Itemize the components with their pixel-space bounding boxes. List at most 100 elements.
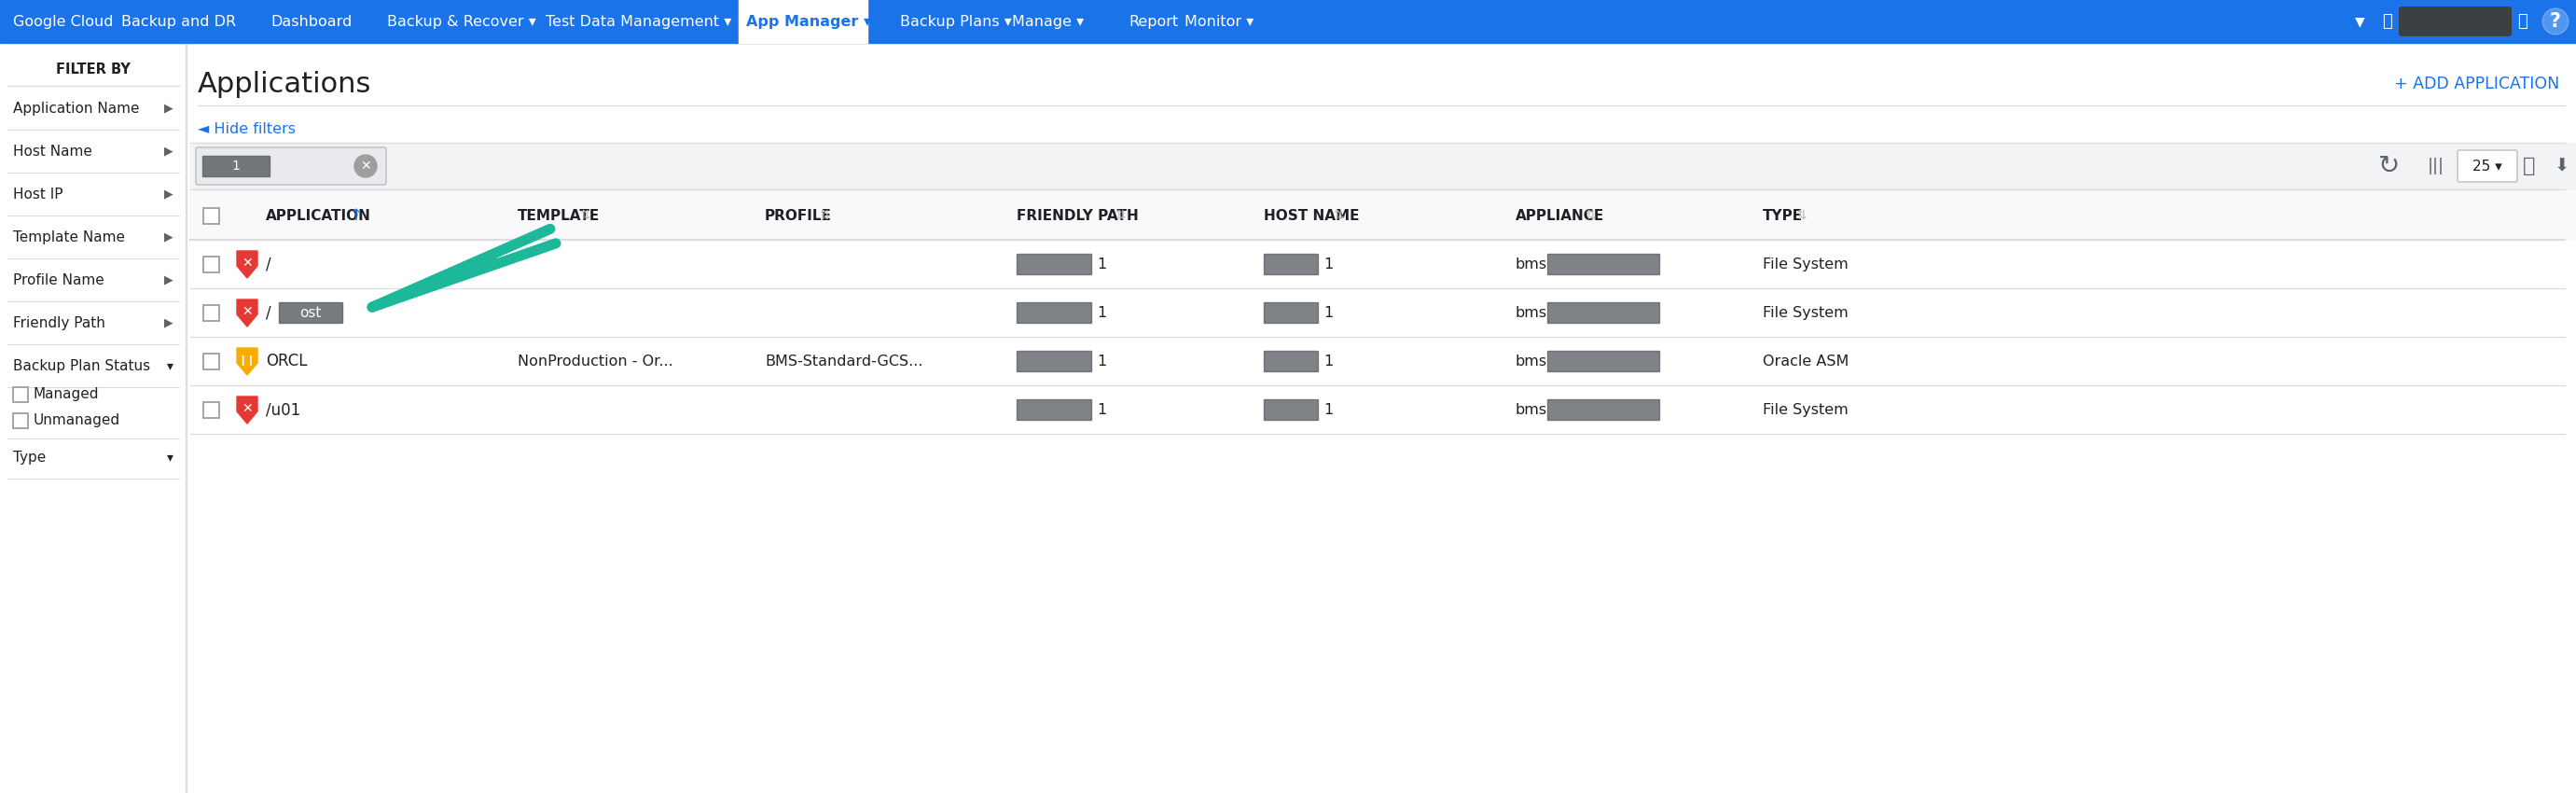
Bar <box>1018 302 1092 323</box>
Circle shape <box>355 155 376 178</box>
Text: Type: Type <box>13 450 46 464</box>
Text: 1: 1 <box>1324 305 1332 320</box>
Text: |||: ||| <box>2427 158 2445 174</box>
Text: ↑: ↑ <box>350 207 363 224</box>
FancyBboxPatch shape <box>196 147 386 185</box>
Text: ?: ? <box>2550 12 2561 31</box>
Text: 1: 1 <box>1324 257 1332 271</box>
Text: ⇅: ⇅ <box>1584 209 1595 222</box>
Text: File System: File System <box>1762 257 1850 271</box>
Text: NonProduction - Or...: NonProduction - Or... <box>518 354 672 368</box>
Text: 1: 1 <box>1097 354 1105 368</box>
Text: Report: Report <box>1128 14 1177 29</box>
Text: TYPE: TYPE <box>1762 209 1803 223</box>
Text: File System: File System <box>1762 403 1850 416</box>
Text: File System: File System <box>1762 305 1850 320</box>
Bar <box>1548 400 1659 419</box>
FancyBboxPatch shape <box>204 257 219 273</box>
Text: ⛶: ⛶ <box>2522 157 2535 175</box>
Text: 1: 1 <box>1097 403 1105 416</box>
Bar <box>1548 302 1659 323</box>
Text: Host IP: Host IP <box>13 187 62 201</box>
Text: Unmanaged: Unmanaged <box>33 413 121 427</box>
Text: ▶: ▶ <box>165 231 173 243</box>
Text: 1: 1 <box>1097 305 1105 320</box>
Text: 🔔: 🔔 <box>2517 13 2527 30</box>
FancyBboxPatch shape <box>13 387 28 402</box>
Bar <box>0 0 2576 43</box>
Text: ORCL: ORCL <box>265 353 307 370</box>
Bar <box>191 191 2576 239</box>
Text: Google Cloud: Google Cloud <box>13 14 113 29</box>
Bar <box>191 337 2576 385</box>
Text: Host Name: Host Name <box>13 144 93 158</box>
Text: bms: bms <box>1515 354 1548 368</box>
Polygon shape <box>237 348 258 375</box>
Text: ⇅: ⇅ <box>1115 209 1126 222</box>
Text: ▼: ▼ <box>2354 15 2365 28</box>
Text: Friendly Path: Friendly Path <box>13 316 106 330</box>
Text: Oracle ASM: Oracle ASM <box>1762 354 1850 368</box>
Bar <box>191 289 2576 337</box>
Bar <box>278 302 343 323</box>
Bar <box>739 0 868 43</box>
FancyBboxPatch shape <box>204 402 219 418</box>
Bar <box>204 155 270 176</box>
Bar <box>191 385 2576 434</box>
Text: 1: 1 <box>1097 257 1105 271</box>
Bar <box>191 239 2576 289</box>
Text: ⇅: ⇅ <box>819 209 829 222</box>
Text: ⇅: ⇅ <box>1795 209 1806 222</box>
Bar <box>1548 351 1659 371</box>
Bar <box>1265 400 1319 419</box>
Circle shape <box>2543 9 2568 35</box>
Text: ◄ Hide filters: ◄ Hide filters <box>198 122 296 136</box>
Text: ⬇: ⬇ <box>2555 157 2571 175</box>
Text: 1: 1 <box>232 159 240 173</box>
Text: ▶: ▶ <box>165 316 173 329</box>
Text: /: / <box>265 255 270 273</box>
Text: HOST NAME: HOST NAME <box>1265 209 1360 223</box>
Bar <box>1265 302 1319 323</box>
Text: ⇅: ⇅ <box>580 209 590 222</box>
FancyBboxPatch shape <box>204 305 219 321</box>
Text: Dashboard: Dashboard <box>270 14 353 29</box>
Text: ▶: ▶ <box>165 145 173 157</box>
Text: /u01: /u01 <box>265 401 301 418</box>
FancyBboxPatch shape <box>2458 150 2517 182</box>
Text: + ADD APPLICATION: + ADD APPLICATION <box>2393 75 2558 92</box>
FancyBboxPatch shape <box>13 413 28 428</box>
Text: 25 ▾: 25 ▾ <box>2473 159 2501 173</box>
Text: ▶: ▶ <box>165 102 173 114</box>
Text: ████████: ████████ <box>2419 15 2491 28</box>
Text: TEMPLATE: TEMPLATE <box>518 209 600 223</box>
Text: FRIENDLY PATH: FRIENDLY PATH <box>1018 209 1139 223</box>
FancyBboxPatch shape <box>204 208 219 224</box>
Text: Backup & Recover ▾: Backup & Recover ▾ <box>386 14 536 29</box>
FancyBboxPatch shape <box>2398 6 2512 36</box>
Text: Manage ▾: Manage ▾ <box>1012 14 1084 29</box>
Text: ✕: ✕ <box>242 257 252 270</box>
Text: Profile Name: Profile Name <box>13 273 103 287</box>
Text: ⇅: ⇅ <box>1332 209 1345 222</box>
Text: Test Data Management ▾: Test Data Management ▾ <box>546 14 732 29</box>
Text: ❙❙: ❙❙ <box>240 355 255 366</box>
Text: Backup and DR: Backup and DR <box>121 14 237 29</box>
Bar <box>1018 254 1092 274</box>
Text: PROFILE: PROFILE <box>765 209 832 223</box>
Text: ▾: ▾ <box>167 450 173 464</box>
Text: Backup Plans ▾: Backup Plans ▾ <box>899 14 1012 29</box>
Text: ▶: ▶ <box>165 274 173 286</box>
Text: ↻: ↻ <box>2378 153 2401 179</box>
Text: Applications: Applications <box>198 71 371 98</box>
Text: APPLIANCE: APPLIANCE <box>1515 209 1605 223</box>
Text: Template Name: Template Name <box>13 230 126 244</box>
Text: ▾: ▾ <box>167 359 173 372</box>
Text: App Manager ▾: App Manager ▾ <box>747 14 871 29</box>
Text: bms: bms <box>1515 257 1548 271</box>
Text: ✕: ✕ <box>361 159 371 173</box>
Text: ✕: ✕ <box>242 305 252 318</box>
Text: 1: 1 <box>1324 354 1332 368</box>
Bar <box>1265 351 1319 371</box>
Polygon shape <box>237 300 258 327</box>
